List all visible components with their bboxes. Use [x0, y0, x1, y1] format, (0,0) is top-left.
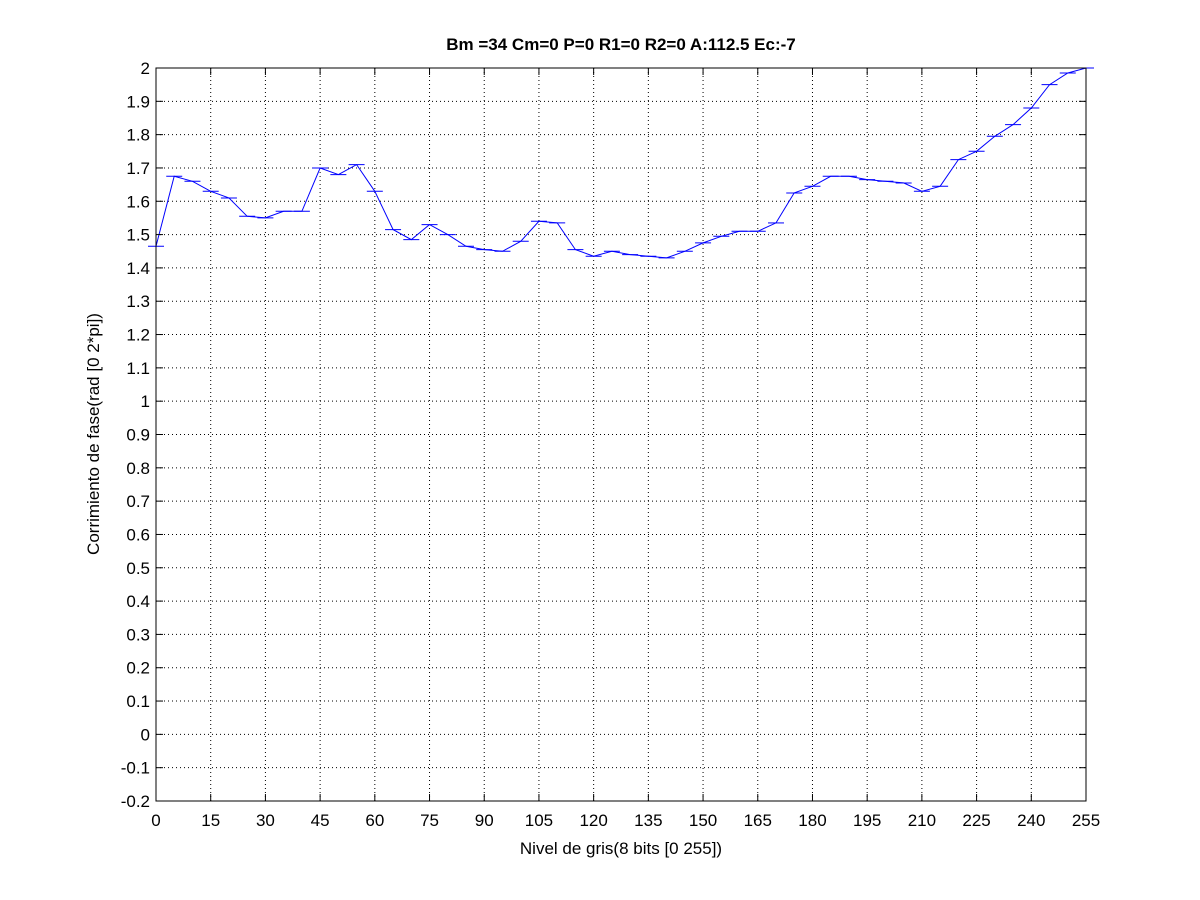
- x-tick-label: 90: [475, 811, 494, 830]
- y-tick-label: 0.1: [126, 692, 150, 711]
- y-tick-label: 1.2: [126, 326, 150, 345]
- grid-horizontal-lines: [156, 100, 1086, 769]
- x-tick-label: 255: [1072, 811, 1100, 830]
- y-tick-label: 1: [141, 392, 150, 411]
- y-tick-label: -0.2: [121, 792, 150, 811]
- x-tick-label: 225: [962, 811, 990, 830]
- y-tick-label: 1.7: [126, 159, 150, 178]
- y-tick-label: 1.6: [126, 192, 150, 211]
- y-axis-label: Corrimiento de fase(rad [0 2*pi]): [84, 313, 103, 555]
- y-tick-label: 0.4: [126, 592, 150, 611]
- y-tick-label: 0: [141, 725, 150, 744]
- y-axis-ticks: -0.2 -0.1 0 0.1 0.2 0.3 0.4 0.5 0.6 0.7 0.8 0.9 1 1.1…: [121, 59, 1086, 811]
- x-tick-label: 105: [525, 811, 553, 830]
- x-tick-label: 0: [151, 811, 160, 830]
- series-line: [148, 67, 1094, 259]
- x-tick-label: 45: [311, 811, 330, 830]
- x-tick-label: 30: [256, 811, 275, 830]
- x-tick-label: 15: [201, 811, 220, 830]
- y-tick-label: 0.5: [126, 559, 150, 578]
- x-axis-ticks: 0 15 30 45 60 75 90 105 120 135 150 165 180 195 210 225…: [151, 68, 1100, 830]
- y-tick-label: 0.2: [126, 659, 150, 678]
- y-tick-label: 1.1: [126, 359, 150, 378]
- x-tick-label: 210: [908, 811, 936, 830]
- y-tick-label: 0.8: [126, 459, 150, 478]
- x-tick-label: 135: [634, 811, 662, 830]
- y-tick-label: 1.8: [126, 126, 150, 145]
- x-tick-label: 75: [420, 811, 439, 830]
- y-tick-label: -0.1: [121, 759, 150, 778]
- y-tick-label: 0.7: [126, 492, 150, 511]
- y-tick-label: 0.3: [126, 625, 150, 644]
- y-tick-label: 0.9: [126, 426, 150, 445]
- x-tick-label: 120: [579, 811, 607, 830]
- y-tick-label: 1.4: [126, 259, 150, 278]
- y-tick-label: 1.5: [126, 226, 150, 245]
- y-tick-label: 1.3: [126, 292, 150, 311]
- x-tick-label: 165: [744, 811, 772, 830]
- y-tick-label: 1.9: [126, 92, 150, 111]
- x-tick-label: 195: [853, 811, 881, 830]
- x-tick-label: 60: [365, 811, 384, 830]
- x-tick-label: 150: [689, 811, 717, 830]
- series-polyline: [155, 67, 1087, 259]
- y-tick-label: 2: [141, 59, 150, 78]
- y-tick-label: 0.6: [126, 525, 150, 544]
- x-tick-label: 180: [798, 811, 826, 830]
- x-tick-label: 240: [1017, 811, 1045, 830]
- chart-title: Bm =34 Cm=0 P=0 R1=0 R2=0 A:112.5 Ec:-7: [446, 35, 796, 54]
- x-axis-label: Nivel de gris(8 bits [0 255]): [520, 839, 722, 858]
